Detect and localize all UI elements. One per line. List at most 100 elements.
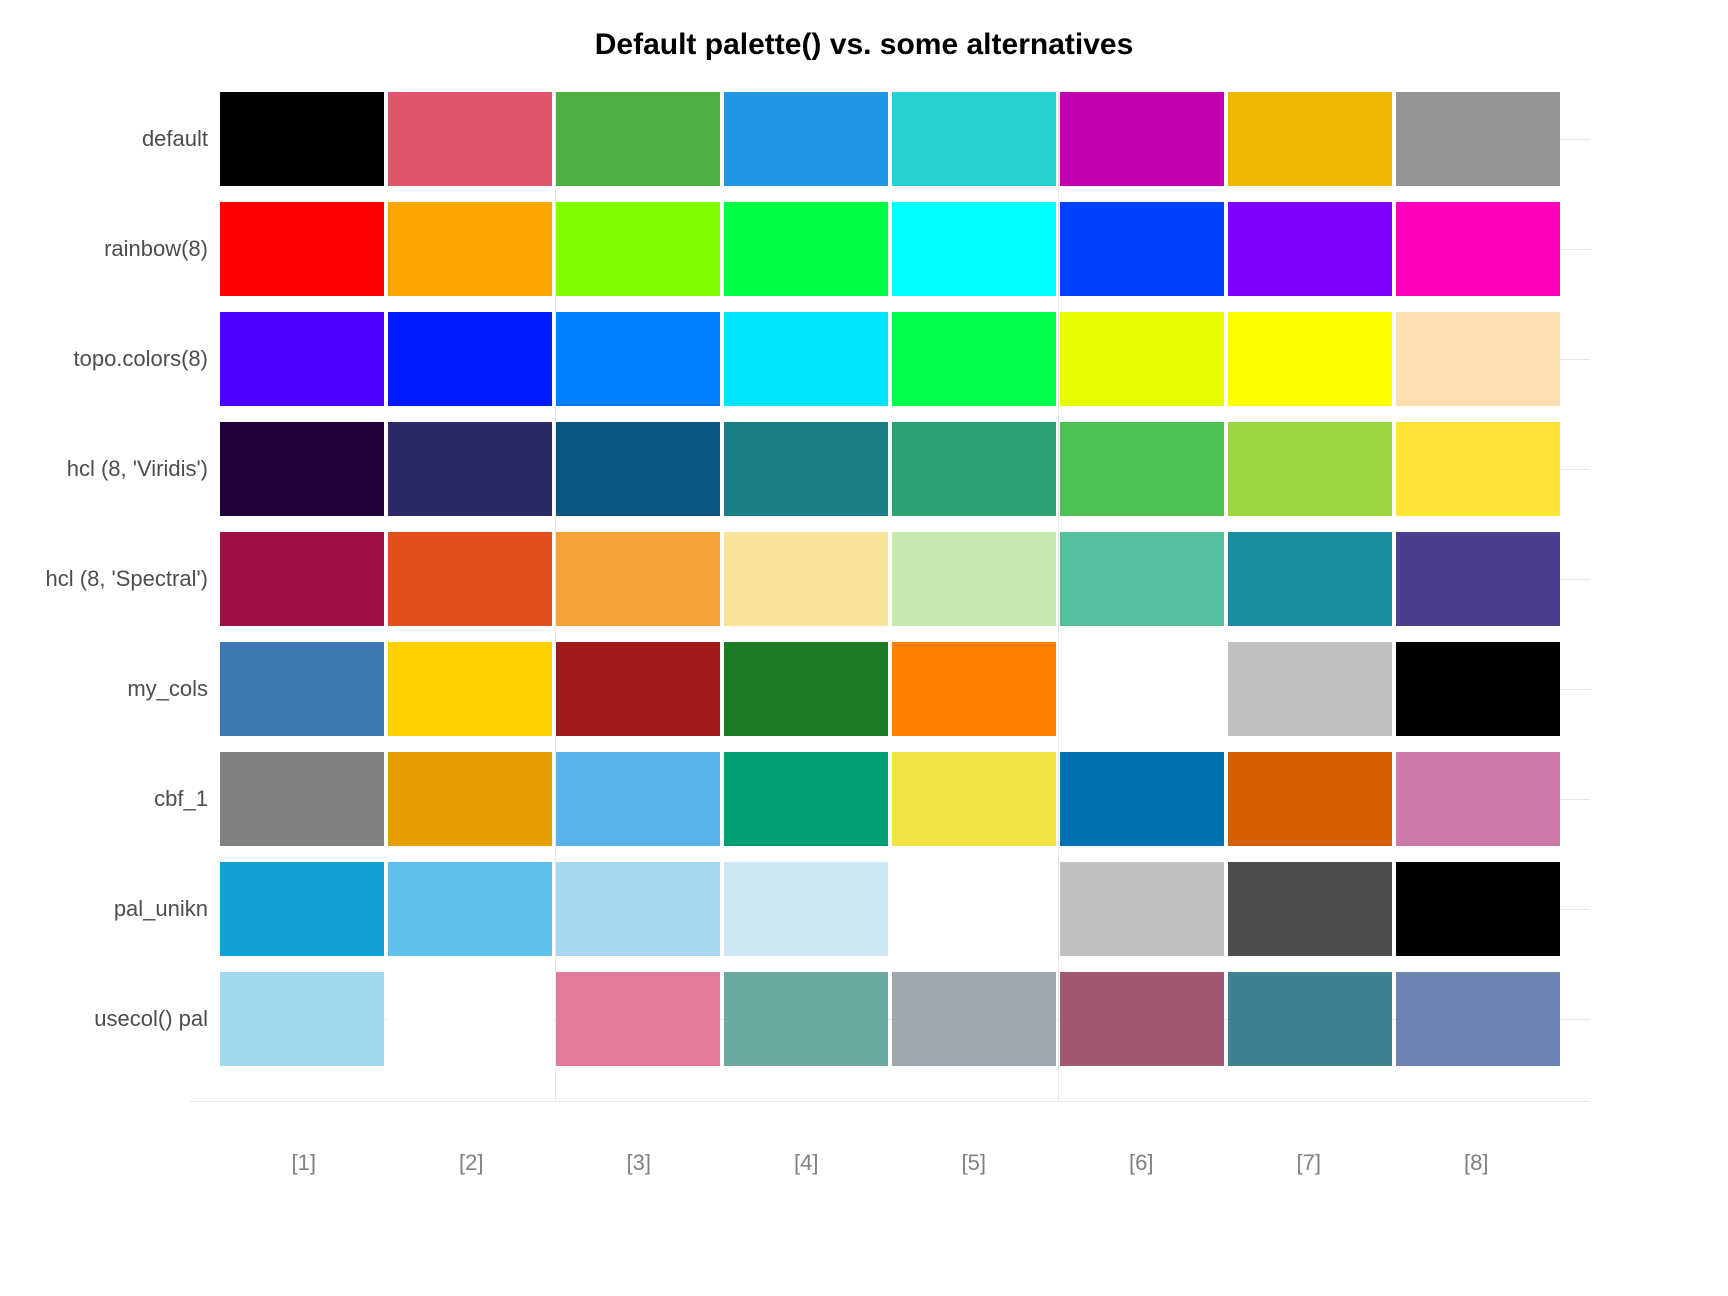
color-swatch — [220, 92, 384, 186]
color-swatch — [388, 862, 552, 956]
color-swatch — [220, 972, 384, 1066]
color-swatch — [388, 422, 552, 516]
color-swatch — [388, 642, 552, 736]
color-swatch — [388, 532, 552, 626]
column-label: [1] — [220, 1150, 388, 1176]
color-swatch — [892, 202, 1056, 296]
row-tick — [1560, 799, 1590, 800]
color-swatch — [1060, 642, 1224, 736]
color-swatch — [1228, 202, 1392, 296]
color-swatch — [388, 972, 552, 1066]
color-swatch — [388, 752, 552, 846]
color-swatch — [724, 202, 888, 296]
color-swatch — [724, 642, 888, 736]
row-tick — [1560, 249, 1590, 250]
palette-label: pal_unikn — [8, 896, 208, 922]
color-swatch — [1060, 312, 1224, 406]
color-swatch — [220, 862, 384, 956]
palette-row — [220, 312, 1560, 406]
row-tick — [1560, 689, 1590, 690]
color-swatch — [1396, 312, 1560, 406]
column-label: [3] — [555, 1150, 723, 1176]
color-swatch — [724, 532, 888, 626]
color-swatch — [1396, 862, 1560, 956]
palette-label: hcl (8, 'Viridis') — [8, 456, 208, 482]
color-swatch — [1396, 92, 1560, 186]
color-swatch — [1396, 422, 1560, 516]
color-swatch — [1228, 972, 1392, 1066]
color-swatch — [892, 92, 1056, 186]
palette-row — [220, 202, 1560, 296]
color-swatch — [556, 972, 720, 1066]
color-swatch — [1228, 862, 1392, 956]
chart-title: Default palette() vs. some alternatives — [0, 28, 1728, 62]
color-swatch — [1060, 92, 1224, 186]
color-swatch — [1396, 752, 1560, 846]
color-swatch — [1228, 92, 1392, 186]
column-label: [6] — [1058, 1150, 1226, 1176]
palette-chart: Default palette() vs. some alternatives … — [0, 0, 1728, 1296]
column-label: [5] — [890, 1150, 1058, 1176]
x-axis — [190, 1101, 1590, 1102]
palette-label: cbf_1 — [8, 786, 208, 812]
palette-label: hcl (8, 'Spectral') — [8, 566, 208, 592]
color-swatch — [220, 312, 384, 406]
row-tick — [1560, 469, 1590, 470]
color-swatch — [1060, 422, 1224, 516]
color-swatch — [1396, 202, 1560, 296]
color-swatch — [1060, 532, 1224, 626]
palette-row — [220, 92, 1560, 186]
column-label: [2] — [388, 1150, 556, 1176]
palette-label: usecol() pal — [8, 1006, 208, 1032]
color-swatch — [1060, 202, 1224, 296]
color-swatch — [892, 862, 1056, 956]
palette-row — [220, 422, 1560, 516]
color-swatch — [556, 862, 720, 956]
color-swatch — [556, 312, 720, 406]
row-tick — [1560, 579, 1590, 580]
color-swatch — [724, 312, 888, 406]
color-swatch — [556, 752, 720, 846]
palette-row — [220, 972, 1560, 1066]
row-tick — [1560, 139, 1590, 140]
color-swatch — [220, 422, 384, 516]
row-tick — [1560, 909, 1590, 910]
palette-row — [220, 642, 1560, 736]
color-swatch — [892, 312, 1056, 406]
color-swatch — [892, 642, 1056, 736]
color-swatch — [1060, 752, 1224, 846]
color-swatch — [1228, 642, 1392, 736]
color-swatch — [556, 532, 720, 626]
color-swatch — [556, 422, 720, 516]
color-swatch — [1396, 972, 1560, 1066]
palette-label: rainbow(8) — [8, 236, 208, 262]
color-swatch — [724, 972, 888, 1066]
color-swatch — [388, 202, 552, 296]
color-swatch — [556, 202, 720, 296]
color-swatch — [388, 92, 552, 186]
color-swatch — [892, 752, 1056, 846]
color-swatch — [892, 422, 1056, 516]
color-swatch — [220, 752, 384, 846]
plot-area: defaultrainbow(8)topo.colors(8)hcl (8, '… — [220, 92, 1560, 1102]
color-swatch — [1396, 532, 1560, 626]
row-tick — [1560, 359, 1590, 360]
color-swatch — [1060, 972, 1224, 1066]
color-swatch — [220, 532, 384, 626]
color-swatch — [1396, 642, 1560, 736]
palette-label: default — [8, 126, 208, 152]
color-swatch — [724, 422, 888, 516]
column-label: [7] — [1225, 1150, 1393, 1176]
palette-label: my_cols — [8, 676, 208, 702]
palette-row — [220, 752, 1560, 846]
color-swatch — [1060, 862, 1224, 956]
color-swatch — [892, 532, 1056, 626]
color-swatch — [556, 642, 720, 736]
color-swatch — [1228, 422, 1392, 516]
color-swatch — [1228, 312, 1392, 406]
color-swatch — [724, 92, 888, 186]
color-swatch — [724, 862, 888, 956]
palette-label: topo.colors(8) — [8, 346, 208, 372]
color-swatch — [388, 312, 552, 406]
palette-row — [220, 862, 1560, 956]
